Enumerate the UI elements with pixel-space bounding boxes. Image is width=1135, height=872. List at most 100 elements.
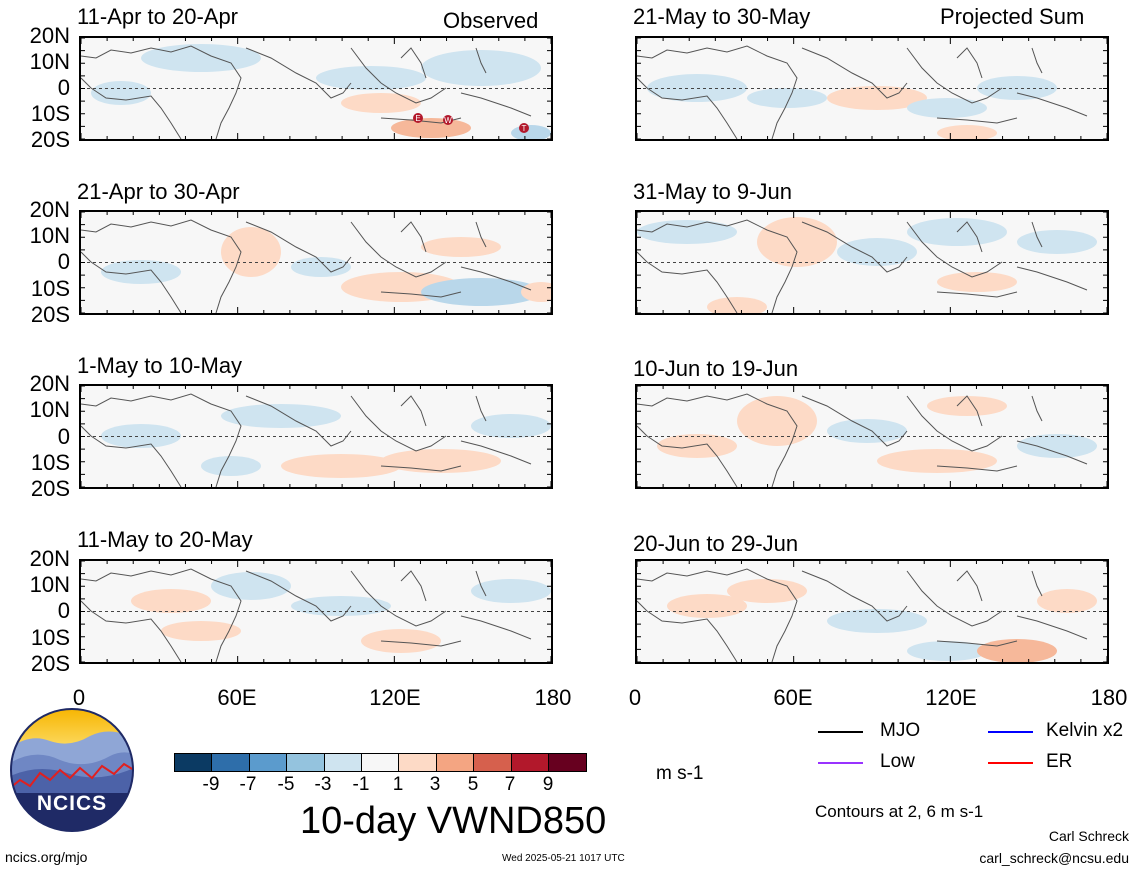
anomaly-region (471, 579, 551, 603)
colorbar-swatch (436, 754, 475, 771)
coastline (81, 600, 182, 662)
colorbar-swatch (324, 754, 362, 771)
lat-label: 20S (30, 302, 70, 327)
coastline (906, 570, 1003, 627)
lat-label: 0 (57, 598, 70, 623)
coastline (380, 640, 462, 647)
coastline (475, 47, 487, 74)
anomaly-region (737, 396, 817, 446)
anomaly-region (381, 449, 501, 473)
coastline (801, 395, 908, 447)
map-field (637, 38, 1107, 139)
anomaly-region (827, 419, 907, 443)
map-panel-1: E W T (79, 36, 553, 141)
anomaly-region (221, 227, 281, 277)
coastline (460, 92, 532, 117)
coastline (400, 570, 427, 602)
lat-label: 20S (30, 127, 70, 152)
colorbar-swatch (249, 754, 288, 771)
anomaly-region (471, 414, 551, 438)
anomaly-region (877, 449, 997, 473)
panel-title: 11-May to 20-May (77, 527, 253, 552)
coastline (637, 600, 738, 662)
legend-label: Low (880, 751, 915, 772)
coastline (956, 47, 983, 79)
coastline (400, 395, 427, 427)
lon-label: 0 (72, 685, 86, 710)
colorbar-tick: 7 (504, 774, 516, 795)
legend-line-er (988, 762, 1033, 764)
coastline (1031, 570, 1043, 597)
lon-label: 180 (1090, 685, 1128, 710)
coastline (475, 395, 487, 422)
map-field (637, 386, 1107, 487)
anomaly-region (1017, 434, 1097, 458)
panel-corner-label: Projected Sum (940, 4, 1085, 29)
colorbar-tick: 5 (467, 774, 479, 795)
legend-label: MJO (880, 720, 921, 741)
panel-corner-label: Observed (443, 8, 539, 33)
footer-timestamp: Wed 2025-05-21 1017 UTC (502, 853, 625, 864)
anomaly-region (421, 50, 541, 86)
panel-title: 21-May to 30-May (633, 4, 811, 29)
coastline (936, 291, 1018, 298)
ncics-logo: NCICS (10, 708, 134, 832)
map-panel-4 (79, 559, 553, 664)
colorbar-swatch (361, 754, 400, 771)
lat-label: 20S (30, 476, 70, 501)
coastline (81, 219, 242, 313)
colorbar-tick: -7 (239, 774, 257, 795)
storm-marker: E (413, 113, 423, 123)
map-panel-7 (635, 384, 1109, 489)
colorbar-tick: -3 (314, 774, 332, 795)
coastline (81, 568, 242, 662)
colorbar (174, 753, 588, 772)
anomaly-region (131, 589, 211, 613)
colorbar-swatch (548, 754, 587, 771)
coastline (81, 45, 242, 139)
anomaly-region (747, 88, 827, 108)
map-field (81, 212, 551, 313)
lat-label: 10S (30, 101, 70, 126)
anomaly-region (291, 596, 391, 616)
coastline (936, 465, 1018, 472)
anomaly-region (707, 297, 767, 313)
lat-label: 10S (30, 625, 70, 650)
colorbar-tick: 3 (429, 774, 441, 795)
colorbar-swatch (175, 754, 213, 771)
anomaly-region (837, 238, 917, 266)
coastline (245, 221, 352, 273)
legend-line-mjo (818, 731, 863, 733)
map-field: E W T (81, 38, 551, 139)
coastline (245, 47, 352, 99)
coastline (245, 395, 352, 447)
lat-label: 10N (29, 572, 70, 597)
colorbar-swatch (287, 754, 325, 771)
coastline (1031, 395, 1043, 422)
storm-marker: T (519, 123, 529, 133)
anomaly-region (421, 237, 501, 257)
lon-label: 120E (369, 685, 421, 710)
contours-note: Contours at 2, 6 m s-1 (815, 802, 984, 821)
coastline (637, 568, 798, 662)
anomaly-region (907, 641, 987, 661)
lon-label: 60E (773, 685, 813, 710)
coastline (460, 615, 532, 640)
anomaly-region (827, 86, 927, 110)
legend-line-low (818, 762, 863, 764)
anomaly-region (361, 629, 441, 653)
lat-label: 10N (29, 49, 70, 74)
coastline (956, 395, 983, 427)
colorbar-swatch (511, 754, 549, 771)
coastline (637, 393, 798, 487)
anomaly-region (211, 572, 291, 600)
coastline (400, 47, 427, 79)
lat-label: 20N (29, 197, 70, 222)
lat-label: 0 (57, 249, 70, 274)
anomaly-region (511, 125, 551, 139)
anomaly-region (341, 93, 421, 113)
figure-title: 10-day VWND850 (300, 800, 607, 842)
coastline (400, 221, 427, 253)
footer-url: ncics.org/mjo (5, 849, 88, 865)
lat-label: 20N (29, 371, 70, 396)
